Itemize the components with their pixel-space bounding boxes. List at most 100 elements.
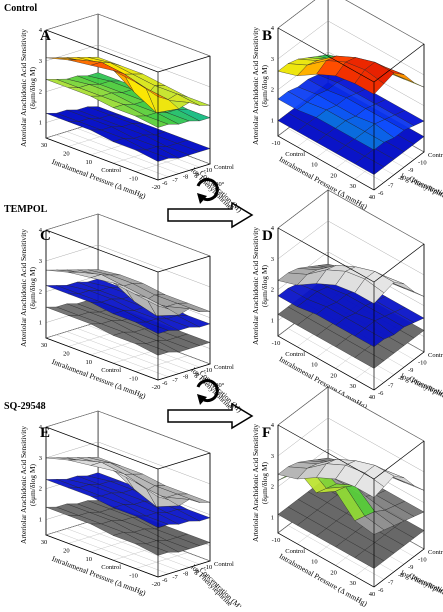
y-tick-label: -6 — [378, 190, 384, 197]
row-label-control: Control — [4, 3, 37, 14]
x-tick-label: 30 — [350, 383, 357, 390]
surface-cell — [354, 328, 385, 348]
x-tick-label: 40 — [369, 194, 376, 201]
x-tick-label: 40 — [369, 394, 376, 401]
surface-middle — [45, 278, 211, 334]
z-axis-title: Arteriolar Arachidonic Acid Sensitivity — [251, 227, 260, 345]
y-tick-label: -7 — [172, 377, 178, 384]
z-tick-label: 4 — [271, 225, 275, 232]
z-tick-label: 4 — [39, 424, 43, 431]
z-tick-label: 3 — [271, 453, 274, 460]
panel-letter: B — [262, 28, 272, 44]
z-tick-label: 1 — [39, 320, 42, 327]
surface-cell — [135, 543, 169, 556]
y-tick-label: -6 — [162, 577, 168, 584]
row-label-tempol: TEMPOL — [4, 204, 48, 215]
surface-cell — [354, 549, 385, 569]
axes-frame — [45, 29, 211, 181]
rotation-arc-icon — [196, 379, 219, 403]
z-tick-label: 2 — [271, 484, 274, 491]
axes-frame — [277, 227, 425, 391]
y-tick-label: -6 — [378, 390, 384, 397]
x-tick-label: 30 — [41, 342, 48, 349]
rotation-arrowhead-icon — [197, 193, 207, 204]
panel-letter: A — [40, 28, 51, 44]
x-tick-label: -10 — [129, 176, 138, 183]
y-tick-label: Control — [428, 549, 443, 556]
x-tick-label: 10 — [311, 162, 318, 169]
y-tick-label: Control — [428, 352, 443, 359]
y-tick-label: Control — [214, 164, 234, 171]
x-tick-label: -10 — [272, 140, 281, 147]
y-tick-label: -10 — [418, 160, 427, 167]
y-tick-label: Control — [428, 152, 443, 159]
z-tick-label: 2 — [271, 287, 274, 294]
surface-upper — [277, 457, 425, 498]
rotation-arrowhead-icon — [197, 394, 207, 405]
y-tick-label: -9 — [408, 367, 413, 374]
y-tick-label: -6 — [378, 587, 384, 594]
y-tick-label: -9 — [408, 167, 413, 174]
y-tick-label: -10 — [204, 167, 213, 174]
z-tick-label: 3 — [271, 256, 274, 263]
x-tick-label: 10 — [86, 159, 93, 166]
z-tick-label: 4 — [39, 27, 43, 34]
x-tick-label: 40 — [369, 591, 376, 598]
x-tick-label: Control — [101, 564, 121, 571]
axes-frame — [45, 229, 211, 381]
y-axis-title: Concentration (M) — [198, 168, 244, 214]
surface-cell — [135, 149, 169, 162]
x-tick-label: -10 — [129, 573, 138, 580]
z-tick-label: 1 — [271, 318, 274, 325]
x-tick-label: -20 — [152, 184, 161, 191]
z-tick-label: 3 — [39, 455, 42, 462]
rotation-indicator-1: 180° — [167, 178, 254, 229]
y-tick-label: -7 — [388, 382, 394, 389]
surface-cell — [354, 155, 385, 175]
z-tick-label: 1 — [271, 515, 274, 522]
panel-d: 1234-10Control10203040-6-7-8-9-10Control… — [251, 189, 443, 411]
surface-cell — [135, 482, 169, 500]
surface-lower — [45, 106, 211, 162]
y-tick-label: -6 — [162, 180, 168, 187]
surface-cell — [354, 349, 385, 369]
x-tick-label: -10 — [272, 340, 281, 347]
panel-letter: C — [40, 228, 51, 244]
surface-cell — [354, 278, 385, 304]
z-axis-title: Arteriolar Arachidonic Acid Sensitivity — [251, 424, 260, 542]
y-tick-label: -8 — [183, 174, 188, 181]
x-tick-label: Control — [101, 167, 121, 174]
panel-letter: F — [262, 425, 271, 441]
x-tick-label: 30 — [41, 142, 48, 149]
x-tick-label: Control — [285, 151, 305, 158]
y-tick-label: -8 — [183, 571, 188, 578]
y-tick-label: -9 — [193, 170, 198, 177]
y-tick-label: -8 — [398, 175, 403, 182]
y-tick-label: -9 — [408, 564, 413, 571]
surface-cell — [135, 294, 169, 310]
y-tick-label: -8 — [398, 375, 403, 382]
z-tick-label: 4 — [271, 422, 275, 429]
rotation-label: 180° — [212, 181, 225, 188]
z-axis-title: (δμm/δlog M) — [260, 264, 269, 307]
y-axis-title: Concentration (M) — [198, 565, 244, 607]
surface-cell — [354, 515, 385, 535]
x-tick-label: Control — [285, 548, 305, 555]
z-axis-title: (δμm/δlog M) — [28, 66, 37, 109]
surface-cell — [354, 69, 385, 95]
hollow-arrow-icon — [167, 402, 254, 430]
x-tick-label: 20 — [63, 350, 70, 357]
x-tick-label: -20 — [152, 384, 161, 391]
axes-frame — [277, 27, 425, 191]
surface-cell — [135, 343, 169, 356]
y-axis-title: Concentration (M) — [408, 571, 443, 603]
z-tick-label: 4 — [271, 25, 275, 32]
surface-cell — [354, 472, 385, 498]
surface-upper — [45, 457, 211, 507]
z-tick-label: 1 — [271, 118, 274, 125]
x-tick-label: 30 — [350, 580, 357, 587]
surface-upper — [277, 263, 425, 304]
surface-cell — [354, 131, 385, 151]
